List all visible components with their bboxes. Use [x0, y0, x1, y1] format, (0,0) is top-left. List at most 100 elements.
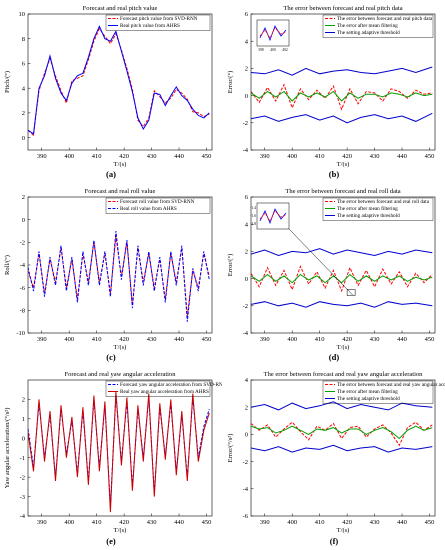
x-tick-label: 400	[64, 519, 74, 526]
plot-frame	[27, 379, 213, 517]
x-axis-label: T/(s)	[114, 527, 127, 534]
chart-title: The error between forecast and real pitc…	[283, 5, 402, 12]
legend-entry: The error between forecast and real roll…	[337, 198, 430, 205]
series-line-3	[251, 248, 433, 257]
y-tick-label: 4	[245, 38, 249, 45]
x-tick-label: 450	[425, 153, 435, 160]
x-axis-label: T/(s)	[114, 161, 127, 168]
panel-caption: (a)	[106, 169, 116, 179]
x-tick-label: 410	[315, 153, 325, 160]
y-tick-label: 0	[245, 276, 248, 283]
x-axis-label: T/(s)	[337, 161, 350, 168]
y-axis-label: Error/(°/s²)	[227, 434, 234, 463]
y-tick-label: 0	[22, 435, 25, 442]
y-tick-label: -4	[243, 147, 249, 154]
y-axis-label: Pitch/(°)	[4, 71, 11, 93]
chart-title: Forecast and real roll value	[85, 188, 156, 195]
legend-box	[322, 197, 434, 221]
y-tick-label: -4	[243, 486, 249, 493]
legend-entry: The error after mean filtering	[337, 205, 398, 212]
x-tick-label: 400	[287, 336, 297, 343]
series-line-2	[28, 25, 210, 135]
x-tick-label: 450	[202, 519, 212, 526]
series-line-1	[251, 421, 433, 447]
chart-panel-2: The error between forecast and real pitc…	[227, 5, 436, 179]
y-axis-label: Error/(°)	[227, 71, 234, 93]
y-tick-label: 4	[22, 85, 26, 92]
legend-entry: Forecast roll value from SVD-RNN	[120, 198, 195, 205]
x-tick-label: 390	[260, 336, 270, 343]
legend-box	[322, 14, 434, 38]
y-tick-label: -6	[20, 285, 26, 292]
x-tick-label: 390	[260, 519, 270, 526]
y-tick-label: 2	[22, 110, 25, 117]
legend-entry: The error after mean filtering	[337, 388, 398, 395]
inset-zoom: 398 400 402	[256, 19, 290, 52]
legend-box	[105, 14, 211, 31]
legend-entry: Forecast pitch value from SVD-RNN	[120, 15, 198, 22]
x-tick-label: 410	[315, 519, 325, 526]
series-line-2	[251, 90, 433, 102]
y-tick-label: 0	[22, 217, 25, 224]
y-tick-label: -6	[243, 513, 249, 520]
inset-x-tick: 398	[258, 48, 264, 52]
series-line-1	[28, 27, 210, 137]
x-tick-label: 430	[147, 519, 157, 526]
x-tick-label: 440	[174, 153, 184, 160]
x-tick-label: 400	[287, 519, 297, 526]
panel-caption: (b)	[329, 169, 340, 179]
series-line-4	[251, 444, 433, 453]
x-tick-label: 420	[342, 336, 352, 343]
x-tick-label: 450	[425, 519, 435, 526]
y-tick-label: 4	[245, 221, 249, 228]
inset-zoom: -1.4 -1.6 -1.8	[250, 202, 356, 296]
panel-caption: (e)	[106, 536, 116, 546]
chart-title: Forecast and real yaw angular accelerati…	[65, 371, 177, 378]
inset-y-tick: -1.6	[250, 214, 256, 218]
legend-entry: The error after mean filtering	[337, 22, 398, 29]
legend-entry: The setting adaptive threshold	[337, 30, 400, 36]
x-axis-label: T/(s)	[337, 344, 350, 351]
y-tick-label: 0	[245, 432, 248, 439]
y-tick-label: -4	[20, 513, 26, 520]
y-tick-label: -1	[20, 455, 25, 462]
y-tick-label: 0	[245, 93, 248, 100]
series-line-2	[251, 273, 433, 284]
legend-entry: Real yaw angular acceleration from AHRS	[120, 388, 209, 395]
x-tick-label: 390	[37, 153, 47, 160]
y-tick-label: 2	[245, 404, 248, 411]
series-line-4	[251, 112, 433, 124]
chart-panel-4: The error between forecast and real roll…	[227, 188, 436, 362]
chart-title: The error between forecast and real roll…	[285, 188, 400, 195]
chart-title: The error between forecast and real yaw …	[264, 371, 424, 378]
inset-forecast-line	[259, 210, 287, 222]
legend-entry: Real roll value from AHRS	[120, 205, 177, 212]
inset-x-tick: 400	[270, 48, 276, 52]
y-tick-label: 1	[22, 416, 25, 423]
series-line-3	[251, 66, 433, 76]
x-tick-label: 390	[260, 153, 270, 160]
y-tick-label: -2	[243, 459, 248, 466]
series-line-4	[251, 301, 433, 308]
inset-forecast-line	[259, 27, 287, 39]
x-tick-label: 420	[342, 519, 352, 526]
x-tick-label: 430	[147, 153, 157, 160]
x-tick-label: 400	[287, 153, 297, 160]
legend: The error between forecast and real pitc…	[322, 14, 434, 38]
legend-entry: The error between forecast and real yaw …	[337, 381, 445, 388]
y-tick-label: 8	[22, 36, 25, 43]
x-tick-label: 410	[92, 519, 102, 526]
legend-entry: Real pitch value from AHRS	[120, 22, 180, 29]
legend: The error between forecast and real roll…	[322, 197, 434, 221]
series-line-1	[251, 265, 433, 293]
x-tick-label: 450	[202, 153, 212, 160]
legend-entry: The error between forecast and real pitc…	[337, 15, 433, 22]
x-tick-label: 430	[147, 336, 157, 343]
x-axis-label: T/(s)	[114, 344, 127, 351]
y-tick-label: -2	[243, 120, 248, 127]
x-tick-label: 420	[119, 153, 129, 160]
legend-box	[105, 197, 211, 214]
